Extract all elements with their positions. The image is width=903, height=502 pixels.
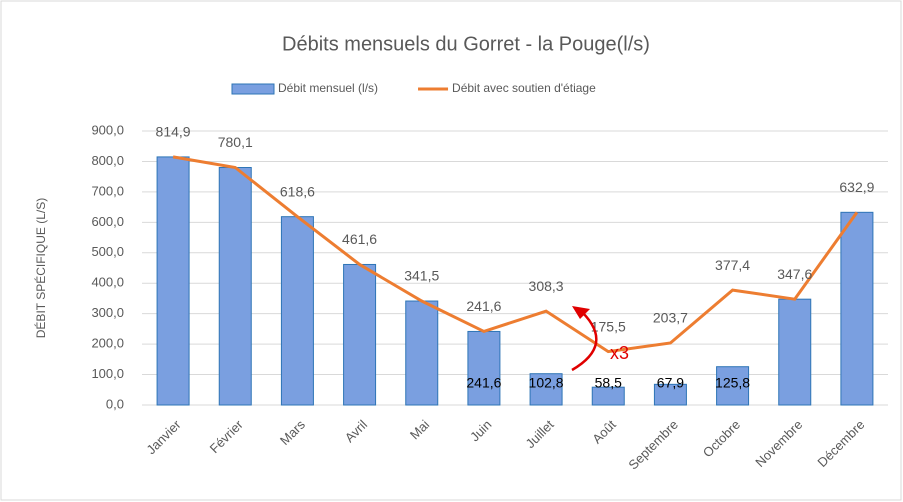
legend-swatch	[231, 83, 275, 95]
y-tick-label: 800,0	[91, 153, 124, 168]
annotation-arrow	[571, 311, 598, 372]
bar	[218, 167, 252, 406]
bar	[529, 373, 563, 406]
line-value-label: 347,6	[777, 266, 812, 282]
annotation: x3	[610, 343, 629, 363]
bar-value-label: 125,8	[715, 375, 750, 391]
line-value-label: 241,6	[466, 298, 501, 314]
y-tick-label: 100,0	[91, 366, 124, 381]
legend-label: Débit mensuel (l/s)	[278, 81, 378, 95]
legend-label: Débit avec soutien d'étiage	[452, 81, 596, 95]
y-tick-label: 500,0	[91, 244, 124, 259]
bar	[591, 386, 625, 406]
y-tick-label: 200,0	[91, 336, 124, 351]
bar	[716, 366, 750, 406]
y-tick-label: 600,0	[91, 214, 124, 229]
y-tick-label: 900,0	[91, 122, 124, 137]
y-tick-label: 0,0	[106, 396, 124, 411]
bar	[156, 156, 190, 406]
line-value-label: 308,3	[529, 278, 564, 294]
line-value-label: 632,9	[839, 179, 874, 195]
line	[172, 155, 859, 354]
line-value-label: 341,5	[404, 268, 439, 284]
y-axis-label: DÉBIT SPÉCIFIQUE (L/S)	[33, 198, 48, 338]
y-tick-label: 400,0	[91, 275, 124, 290]
line-value-label: 461,6	[342, 231, 377, 247]
bar-value-label: 241,6	[466, 375, 501, 391]
bar	[653, 383, 687, 406]
bar-value-label: 58,5	[595, 375, 622, 391]
annotation-arrowhead	[572, 306, 590, 319]
bar	[343, 263, 377, 406]
bar	[405, 300, 439, 406]
bar	[280, 216, 314, 406]
bar-value-label: 102,8	[529, 375, 564, 391]
chart-title: Débits mensuels du Gorret - la Pouge(l/s…	[282, 33, 650, 55]
line-value-label: 814,9	[156, 124, 191, 140]
bar-value-label: 67,9	[657, 375, 684, 391]
y-tick-label: 700,0	[91, 183, 124, 198]
bar	[467, 330, 501, 406]
line-value-label: 618,6	[280, 183, 315, 199]
line-value-label: 203,7	[653, 310, 688, 326]
line-value-label: 377,4	[715, 257, 750, 273]
line-value-label: 780,1	[218, 134, 253, 150]
bar	[840, 211, 874, 406]
y-tick-label: 300,0	[91, 305, 124, 320]
bar	[778, 298, 812, 406]
line-value-label: 175,5	[591, 318, 626, 334]
